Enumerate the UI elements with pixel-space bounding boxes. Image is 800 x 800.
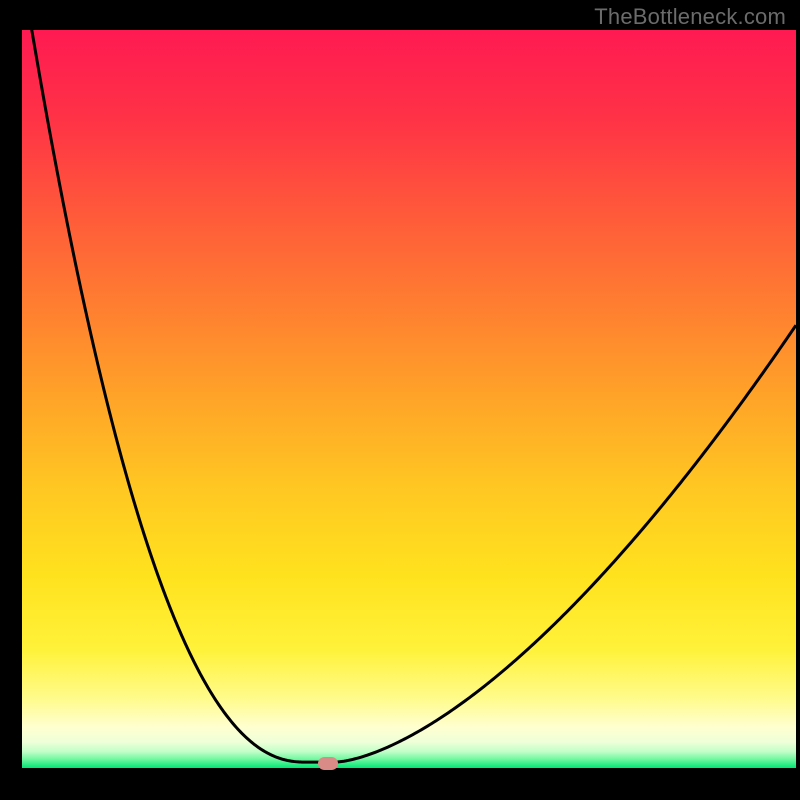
- vertex-marker: [318, 757, 338, 770]
- bottleneck-curve: [22, 30, 796, 768]
- plot-area: [22, 30, 796, 768]
- chart-frame: TheBottleneck.com: [0, 0, 800, 800]
- watermark-text: TheBottleneck.com: [594, 4, 786, 30]
